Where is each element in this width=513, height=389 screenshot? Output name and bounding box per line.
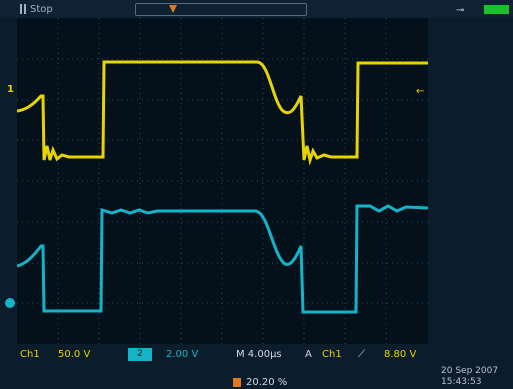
ch2-waveform bbox=[17, 204, 428, 314]
ch1-label: Ch1 bbox=[20, 349, 40, 360]
trigger-position-icon bbox=[233, 378, 241, 387]
readout-bar bbox=[0, 344, 513, 389]
waveform-screen bbox=[17, 18, 428, 344]
trigger-level: 8.80 V bbox=[384, 349, 417, 360]
top-status-bar: Stop ⊸ bbox=[0, 0, 513, 18]
ch2-scale: 2.00 V bbox=[166, 349, 199, 360]
trigger-source: Ch1 bbox=[322, 349, 342, 360]
timebase-scale: M 4.00µs bbox=[236, 349, 282, 360]
trigger-position-marker bbox=[169, 5, 177, 13]
rising-edge-icon: ⟋ bbox=[358, 349, 365, 360]
record-position-bar bbox=[135, 3, 307, 16]
trigger-position-value: 20.20 % bbox=[246, 377, 288, 388]
acquisition-status: Stop bbox=[30, 4, 53, 15]
trigger-prefix: A bbox=[305, 349, 312, 360]
trigger-level-arrow-icon: ← bbox=[416, 86, 425, 97]
ch1-scale: 50.0 V bbox=[58, 349, 91, 360]
graticule bbox=[17, 18, 428, 344]
ch1-waveform bbox=[17, 60, 428, 166]
time-readout: 15:43:53 bbox=[441, 377, 482, 387]
trigger-indicator-icon: ⊸ bbox=[456, 5, 465, 16]
ch2-label: 2 bbox=[128, 348, 152, 361]
battery-icon bbox=[484, 5, 509, 14]
ch2-ground-marker bbox=[5, 298, 15, 308]
ch1-ground-marker: 1 bbox=[7, 84, 14, 95]
date-readout: 20 Sep 2007 bbox=[441, 366, 499, 376]
run-stop-icon bbox=[20, 4, 26, 14]
